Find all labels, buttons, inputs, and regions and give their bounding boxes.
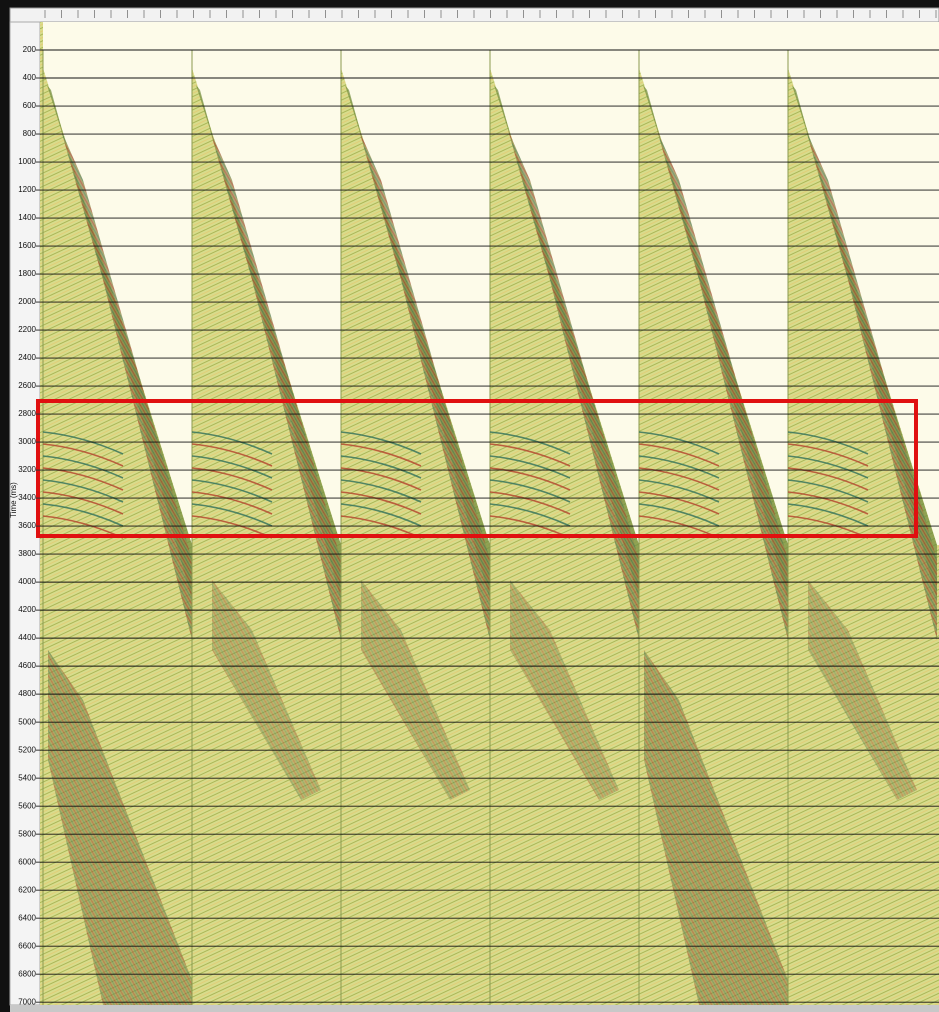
bottom-bar: [10, 1005, 939, 1012]
y-tick-label: 400: [23, 73, 37, 82]
y-tick-label: 800: [23, 129, 37, 138]
y-tick-label: 4200: [18, 605, 36, 614]
y-tick-label: 2200: [18, 325, 36, 334]
y-tick-label: 5800: [18, 829, 36, 838]
top-frame: [0, 0, 939, 8]
y-tick-label: 2600: [18, 381, 36, 390]
y-tick-label: 6800: [18, 969, 36, 978]
y-axis-label: Time (ms): [9, 482, 18, 518]
y-tick-label: 6200: [18, 885, 36, 894]
y-tick-label: 3800: [18, 549, 36, 558]
y-tick-label: 1800: [18, 269, 36, 278]
y-tick-label: 3400: [18, 493, 36, 502]
y-tick-label: 200: [23, 45, 37, 54]
y-tick-label: 1400: [18, 213, 36, 222]
y-tick-label: 6000: [18, 857, 36, 866]
y-tick-label: 4800: [18, 689, 36, 698]
y-tick-label: 600: [23, 101, 37, 110]
y-tick-label: 1000: [18, 157, 36, 166]
y-tick-label: 2800: [18, 409, 36, 418]
y-tick-label: 3200: [18, 465, 36, 474]
y-tick-label: 6600: [18, 941, 36, 950]
y-tick-label: 4600: [18, 661, 36, 670]
page: Time (ms) 200 400 600 800 1000 1200 1400 1600 18…: [0, 0, 939, 1012]
y-tick-label: 5600: [18, 801, 36, 810]
y-tick-label: 5000: [18, 717, 36, 726]
y-tick-label: 7000: [18, 997, 36, 1006]
y-tick-label: 1600: [18, 241, 36, 250]
seismic-view: Time (ms) 200 400 600 800 1000 1200 1400 1600 18…: [0, 0, 939, 1012]
y-tick-label: 2400: [18, 353, 36, 362]
y-tick-label: 5200: [18, 745, 36, 754]
top-ruler: [10, 8, 939, 22]
y-tick-label: 3600: [18, 521, 36, 530]
y-tick-label: 1200: [18, 185, 36, 194]
y-tick-label: 4000: [18, 577, 36, 586]
y-tick-label: 4400: [18, 633, 36, 642]
y-tick-label: 2000: [18, 297, 36, 306]
y-tick-label: 5400: [18, 773, 36, 782]
y-tick-label: 6400: [18, 913, 36, 922]
y-tick-label: 3000: [18, 437, 36, 446]
